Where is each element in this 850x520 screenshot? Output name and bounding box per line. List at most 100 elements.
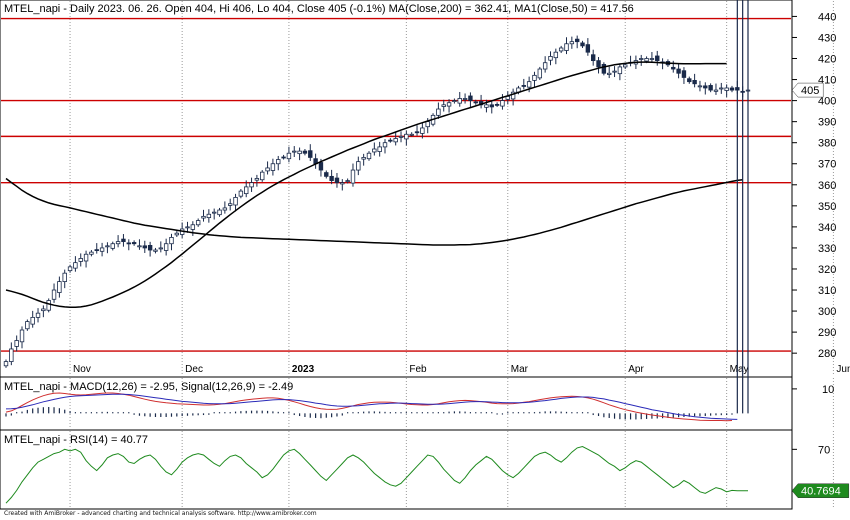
candle-body xyxy=(676,68,681,74)
candle-body xyxy=(270,163,276,171)
candle-body xyxy=(110,243,115,249)
candle-body xyxy=(649,58,655,60)
candle-body xyxy=(217,209,222,216)
candle-body xyxy=(142,245,147,249)
candle-body xyxy=(708,85,713,91)
x-tick-label: Dec xyxy=(185,364,203,375)
candle-body xyxy=(190,224,196,230)
candle-body xyxy=(623,64,628,68)
candle-body xyxy=(163,243,169,251)
rsi-pane: MTEL_napi - RSI(14) = 40.77 xyxy=(0,429,834,510)
candle-body xyxy=(147,245,153,251)
candle-body xyxy=(500,100,505,107)
candle-body xyxy=(254,178,260,181)
candle-body xyxy=(414,131,420,134)
candle-body xyxy=(372,148,377,153)
candle-body xyxy=(334,177,340,184)
candle-body xyxy=(703,85,708,89)
y-tick-label: 300 xyxy=(818,306,836,318)
candle-body xyxy=(671,66,676,70)
candle-body xyxy=(526,81,532,88)
candle-body xyxy=(340,182,345,185)
candle-body xyxy=(420,127,425,134)
candle-body xyxy=(719,87,724,90)
y-tick-label: 280 xyxy=(818,348,836,360)
candle-body xyxy=(398,135,404,138)
candle-body xyxy=(441,104,446,107)
macd-title: MTEL_napi - MACD(12,26) = -2.95, Signal(… xyxy=(4,381,293,393)
candle-body xyxy=(580,42,585,47)
candle-body xyxy=(393,138,398,143)
macd-histogram xyxy=(5,0,749,420)
candle-body xyxy=(302,150,308,154)
candle-body xyxy=(607,72,612,75)
candle-body xyxy=(206,213,212,219)
badge-text: -2.49412 xyxy=(801,0,844,3)
y-tick-label: 330 xyxy=(818,243,836,255)
candle-body xyxy=(222,207,228,211)
badge-text: 405 xyxy=(801,85,819,97)
rsi-axis: 70 xyxy=(792,444,830,456)
candle-body xyxy=(692,80,697,85)
candle-body xyxy=(457,98,462,104)
candle-body xyxy=(532,74,537,81)
candle-body xyxy=(537,68,543,79)
candle-body xyxy=(260,171,265,181)
credit-text: Created with AmiBroker - advanced charti… xyxy=(4,510,317,517)
candle-body xyxy=(286,152,292,160)
candle-body xyxy=(233,197,238,206)
candle-body xyxy=(462,98,468,100)
candle-body xyxy=(564,43,569,51)
candle-body xyxy=(489,104,494,108)
candle-body xyxy=(318,162,324,171)
candle-body xyxy=(73,262,78,269)
candle-body xyxy=(99,247,105,252)
candle-body xyxy=(19,329,25,343)
candle-body xyxy=(655,55,660,62)
candle-body xyxy=(681,70,687,78)
candle-body xyxy=(468,95,473,102)
candle-body xyxy=(590,54,596,62)
macd-pane: MTEL_napi - MACD(12,26) = -2.95, Signal(… xyxy=(0,0,834,431)
candle-body xyxy=(644,58,649,62)
ma50-value-badge: 417.56 xyxy=(801,0,835,3)
candle-body xyxy=(542,62,548,70)
candle-body xyxy=(436,108,441,116)
candle-body xyxy=(484,104,489,108)
candle-body xyxy=(41,308,46,312)
candle-body xyxy=(67,266,73,272)
candle-body xyxy=(83,253,89,262)
x-tick-label: Feb xyxy=(409,364,427,375)
candle-body xyxy=(238,190,244,197)
candle-body xyxy=(697,85,703,88)
badge-text: 417.56 xyxy=(801,0,835,3)
y-tick-label: 340 xyxy=(818,222,836,234)
candle-body xyxy=(425,121,430,128)
candle-body xyxy=(14,340,19,347)
candle-body xyxy=(612,70,617,73)
candle-body xyxy=(195,220,201,226)
candle-body xyxy=(473,101,478,104)
candle-body xyxy=(350,169,356,184)
candle-body xyxy=(35,312,41,318)
candle-body xyxy=(729,87,735,91)
candle-body xyxy=(617,66,623,75)
candle-body xyxy=(169,237,174,245)
candle-body xyxy=(601,64,607,74)
candle-body xyxy=(121,238,126,243)
candle-body xyxy=(211,211,217,214)
candle-body xyxy=(446,102,452,107)
last-close-badge: 405 xyxy=(791,82,824,98)
candle-body xyxy=(25,321,30,330)
y-tick-label: 290 xyxy=(818,327,836,339)
candle-body xyxy=(494,103,500,106)
x-tick-label: 2023 xyxy=(292,364,315,375)
y-tick-label: 380 xyxy=(818,138,836,150)
candle-body xyxy=(228,203,233,206)
candle-body xyxy=(137,245,142,248)
candle-body xyxy=(713,89,719,92)
candle-body xyxy=(292,150,297,153)
rsi-title: MTEL_napi - RSI(14) = 40.77 xyxy=(4,434,148,446)
candle-body xyxy=(596,60,601,68)
chart-title: MTEL_napi - Daily 2023. 06. 26. Open 404… xyxy=(4,3,634,15)
